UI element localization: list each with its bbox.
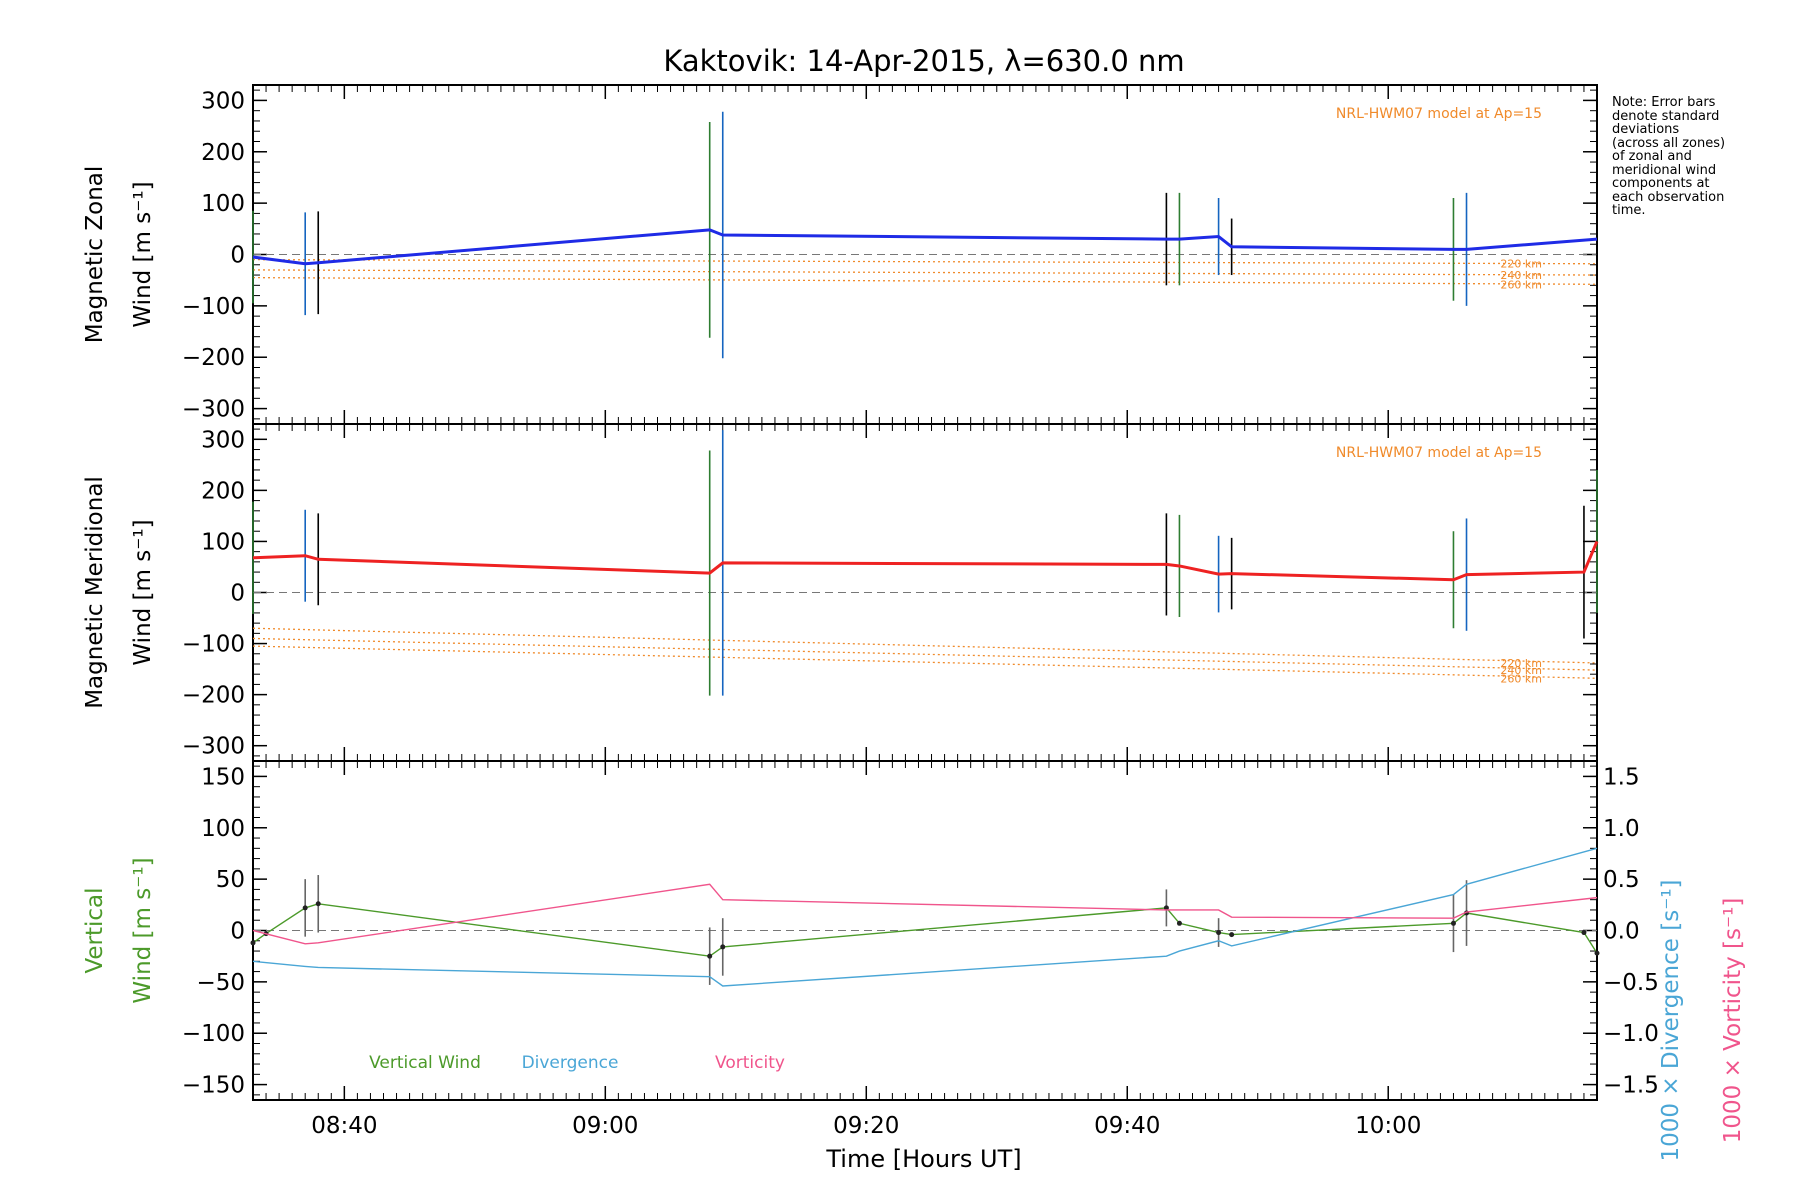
note-line: deviations xyxy=(1612,122,1680,137)
right-y-tick-label: −0.5 xyxy=(1603,970,1659,996)
x-tick-label: 09:00 xyxy=(572,1113,638,1139)
y-axis-label-line: Wind [m s⁻¹] xyxy=(130,519,156,665)
y-tick-label: −200 xyxy=(182,683,245,709)
data-point xyxy=(250,940,256,946)
y-tick-label: 0 xyxy=(230,243,245,269)
right-y-tick-label: 0.5 xyxy=(1603,867,1640,893)
x-axis-label: Time [Hours UT] xyxy=(825,1145,1021,1173)
y-tick-label: −100 xyxy=(182,1021,245,1047)
panel-vertical: 150 100 50 0 −50 −100 −150 1.5 1.0 0.5 0.0 −0.5 −1.0… xyxy=(82,760,1746,1162)
y-tick-label: −50 xyxy=(196,970,245,996)
model-label: NRL-HWM07 model at Ap=15 xyxy=(1336,445,1542,461)
vorticity-axis-label: 1000 × Vorticity [s⁻¹] xyxy=(1720,898,1746,1144)
series-line-zonal xyxy=(252,228,1598,266)
y-tick-label: −300 xyxy=(182,734,245,760)
model-line xyxy=(252,269,1598,276)
note-line: denote standard xyxy=(1612,108,1720,124)
model-line-label: 240 km xyxy=(1500,269,1542,282)
data-point xyxy=(315,901,321,907)
note-line: components at xyxy=(1612,176,1710,191)
y-tick-label: −100 xyxy=(182,632,245,658)
series-line-divergence xyxy=(252,847,1598,987)
error-bar-note: Note: Error bars denote standard deviati… xyxy=(1612,96,1782,218)
x-tick-label: 09:40 xyxy=(1094,1113,1160,1139)
model-line xyxy=(252,645,1598,679)
note-line: (across all zones) xyxy=(1612,135,1726,151)
note-line: of zonal and xyxy=(1612,149,1692,164)
right-y-tick-label: −1.5 xyxy=(1603,1073,1659,1099)
data-point xyxy=(1163,905,1169,911)
x-tick-label: 10:00 xyxy=(1355,1113,1421,1139)
y-axis-label-line: Vertical xyxy=(82,887,108,973)
model-line xyxy=(252,258,1598,265)
y-axis-label-line: Magnetic Meridional xyxy=(82,476,108,709)
series-line-vertical-wind xyxy=(252,903,1598,957)
note-line: each observation xyxy=(1612,189,1725,205)
legend-entry: Vertical Wind xyxy=(369,1053,481,1073)
data-point xyxy=(1229,932,1235,938)
model-line xyxy=(252,276,1598,285)
model-line-label: 260 km xyxy=(1500,672,1542,685)
y-tick-label: 100 xyxy=(201,529,245,555)
data-point xyxy=(1216,930,1222,936)
divergence-axis-label: 1000 × Divergence [s⁻¹] xyxy=(1658,879,1684,1161)
model-line-label: 220 km xyxy=(1500,657,1542,670)
y-tick-label: 100 xyxy=(201,191,245,217)
y-tick-label: 300 xyxy=(201,427,245,453)
legend-entry: Vorticity xyxy=(715,1053,785,1073)
x-tick-label: 09:20 xyxy=(833,1113,899,1139)
right-y-tick-label: 0.0 xyxy=(1603,919,1640,945)
y-tick-label: 150 xyxy=(201,764,245,790)
chart-title: Kaktovik: 14-Apr-2015, λ=630.0 nm xyxy=(663,44,1184,78)
right-y-tick-label: −1.0 xyxy=(1603,1021,1659,1047)
panel-zonal: 300 200 100 0 −100 −200 −300 Magnetic Zonal Wind… xyxy=(82,84,1598,425)
y-tick-label: 200 xyxy=(201,140,245,166)
data-point xyxy=(1594,950,1600,956)
right-axis-labels: 1000 × Divergence [s⁻¹] 1000 × Vorticity … xyxy=(1658,879,1746,1161)
y-tick-label: −150 xyxy=(182,1073,245,1099)
data-point xyxy=(1450,920,1456,926)
y-tick-label: 100 xyxy=(201,816,245,842)
y-tick-label: 200 xyxy=(201,478,245,504)
y-axis-label-line: Magnetic Zonal xyxy=(82,166,108,344)
note-line: time. xyxy=(1612,203,1646,218)
y-tick-label: 0 xyxy=(230,919,245,945)
series-line-vorticity xyxy=(252,883,1598,945)
model-label: NRL-HWM07 model at Ap=15 xyxy=(1336,106,1542,122)
model-line-label: 260 km xyxy=(1500,278,1542,291)
y-tick-label: 0 xyxy=(230,581,245,607)
legend-entry: Divergence xyxy=(522,1053,619,1073)
series-line-meridional xyxy=(252,540,1599,582)
y-axis-label: Magnetic Meridional Wind [m s⁻¹] xyxy=(82,476,156,709)
y-tick-label: −300 xyxy=(182,397,245,423)
y-tick-label: −100 xyxy=(182,294,245,320)
y-axis-label-line: Wind [m s⁻¹] xyxy=(130,181,156,327)
y-axis-label: Vertical Wind [m s⁻¹] xyxy=(82,857,156,1003)
y-axis-label-line: Wind [m s⁻¹] xyxy=(130,857,156,1003)
y-tick-label: 300 xyxy=(201,88,245,114)
note-line: Note: Error bars xyxy=(1612,95,1716,110)
data-point xyxy=(1176,920,1182,926)
data-point xyxy=(707,953,713,959)
data-point xyxy=(302,905,308,911)
data-point xyxy=(720,944,726,950)
note-line: meridional wind xyxy=(1612,162,1717,178)
y-axis-label: Magnetic Zonal Wind [m s⁻¹] xyxy=(82,166,156,344)
x-tick-label: 08:40 xyxy=(311,1113,377,1139)
panel-meridional: 300 200 100 0 −100 −200 −300 Magnetic Meridiona… xyxy=(82,423,1599,762)
model-line xyxy=(252,637,1598,671)
y-tick-label: −200 xyxy=(182,345,245,371)
model-line-label: 240 km xyxy=(1500,664,1542,677)
model-line-label: 220 km xyxy=(1500,258,1542,271)
y-tick-label: 50 xyxy=(216,867,245,893)
right-y-tick-label: 1.0 xyxy=(1603,816,1640,842)
data-point xyxy=(1581,930,1587,936)
right-y-tick-label: 1.5 xyxy=(1603,764,1640,790)
model-line xyxy=(252,627,1598,664)
